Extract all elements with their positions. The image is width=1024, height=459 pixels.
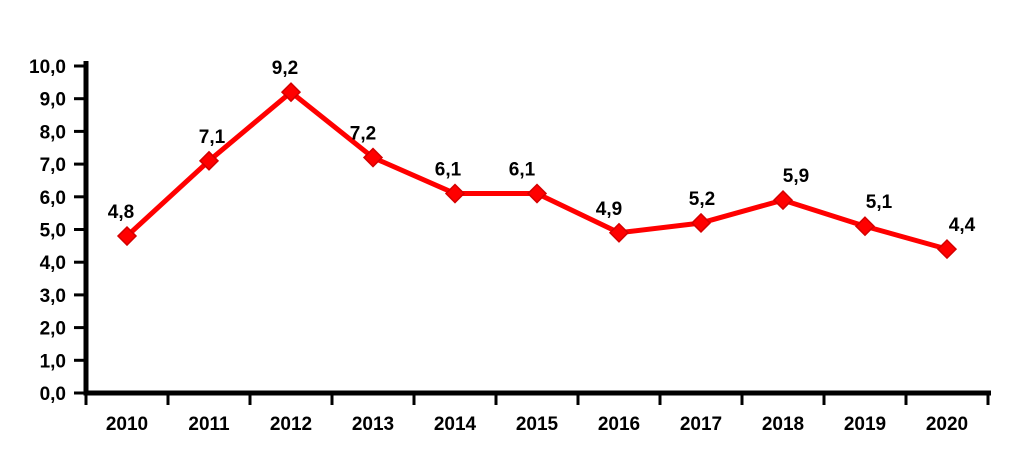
data-point-marker bbox=[280, 82, 302, 103]
data-point-marker bbox=[690, 212, 712, 234]
data-point-label: 5,2 bbox=[689, 189, 715, 210]
x-axis-tick-label: 2013 bbox=[352, 414, 394, 435]
y-axis-tick-label: 10,0 bbox=[29, 57, 66, 78]
data-point-label: 6,1 bbox=[509, 160, 536, 181]
data-point-marker bbox=[608, 222, 630, 243]
y-axis-tick-label: 1,0 bbox=[40, 351, 66, 372]
x-axis-tick-label: 2019 bbox=[844, 414, 886, 435]
x-axis-tick-label: 2020 bbox=[926, 414, 968, 435]
x-axis-tick-label: 2017 bbox=[680, 414, 722, 435]
data-point-label: 5,9 bbox=[783, 166, 809, 187]
x-axis-tick-label: 2012 bbox=[270, 414, 312, 435]
series-line bbox=[124, 89, 950, 252]
x-axis-tick-label: 2011 bbox=[188, 414, 230, 435]
data-point-label: 5,1 bbox=[866, 192, 893, 213]
data-point-marker bbox=[936, 239, 958, 260]
data-point-marker bbox=[362, 147, 384, 168]
data-point-label: 7,2 bbox=[350, 124, 376, 145]
data-point-label: 9,2 bbox=[272, 58, 298, 79]
y-axis-tick-label: 9,0 bbox=[40, 90, 66, 111]
x-axis-tick-label: 2014 bbox=[434, 414, 477, 435]
y-axis-tick-label: 3,0 bbox=[40, 286, 66, 307]
y-axis-tick-label: 2,0 bbox=[40, 319, 66, 340]
data-point-marker bbox=[526, 183, 548, 204]
x-axis-tick-label: 2010 bbox=[106, 414, 148, 435]
data-point-marker bbox=[444, 183, 466, 204]
y-axis-tick-label: 0,0 bbox=[40, 384, 66, 405]
y-axis-tick-label: 8,0 bbox=[40, 122, 66, 143]
data-point-label: 4,4 bbox=[949, 215, 976, 236]
data-point-marker bbox=[198, 150, 220, 171]
x-axis-tick-label: 2016 bbox=[598, 414, 640, 435]
y-axis-tick-label: 4,0 bbox=[40, 253, 66, 274]
data-point-label: 7,1 bbox=[199, 127, 226, 148]
x-axis-tick-label: 2015 bbox=[516, 414, 559, 435]
data-point-label: 4,9 bbox=[596, 199, 622, 220]
data-point-marker bbox=[854, 216, 876, 237]
x-axis-tick-label: 2018 bbox=[762, 414, 804, 435]
data-point-marker bbox=[116, 225, 138, 247]
data-point-marker bbox=[772, 190, 794, 211]
y-axis-tick-label: 7,0 bbox=[40, 155, 66, 176]
data-point-label: 4,8 bbox=[108, 202, 134, 223]
y-axis-tick-label: 5,0 bbox=[40, 221, 66, 242]
data-point-label: 6,1 bbox=[435, 160, 462, 181]
y-axis-tick-label: 6,0 bbox=[40, 188, 66, 209]
